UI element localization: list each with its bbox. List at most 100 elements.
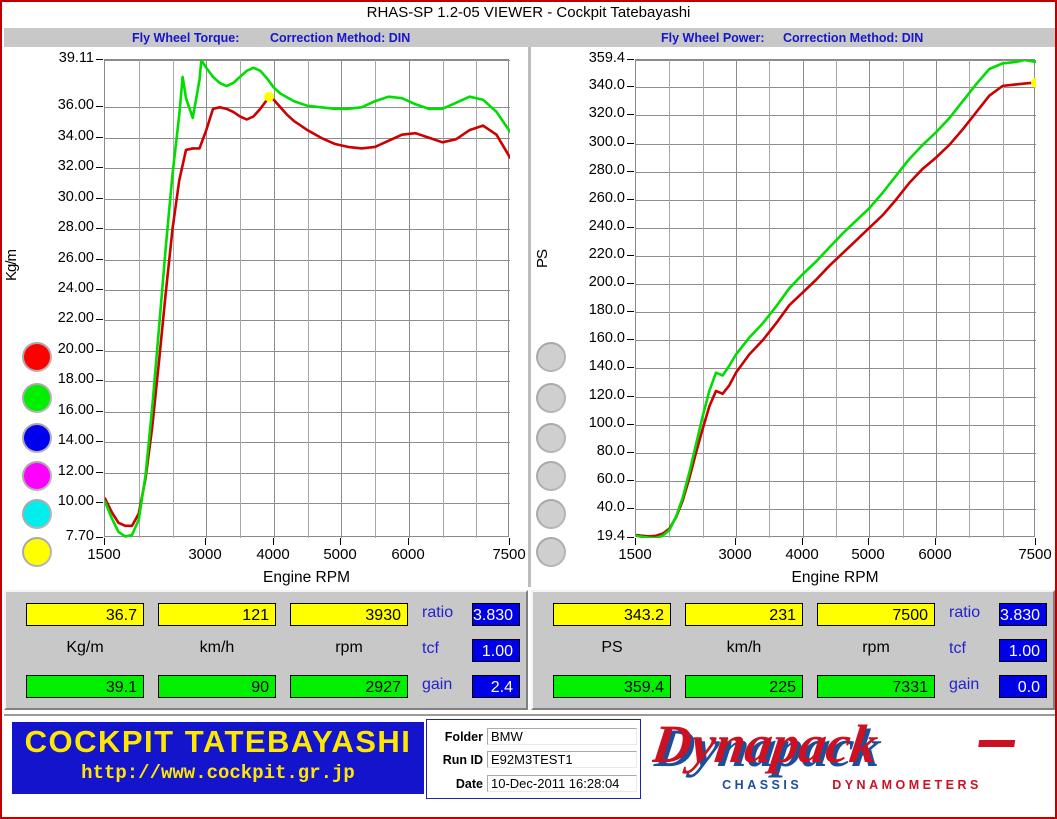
- lamp-magenta[interactable]: [22, 461, 52, 491]
- readout-value-yellow-2: 7500: [817, 603, 935, 626]
- y-axis-tick: [96, 537, 103, 538]
- y-axis-tick: [627, 86, 634, 87]
- torque-chart-panel[interactable]: 7.70 10.00 12.00 14.00 16.00 18.00 20.00 22.00 2…: [3, 47, 528, 587]
- y-axis-title: PS: [534, 250, 551, 269]
- grid-line-h: [105, 351, 510, 352]
- svg-text:Dynapack: Dynapack: [652, 720, 882, 774]
- y-axis-tick: [627, 367, 634, 368]
- y-axis-tick: [627, 339, 634, 340]
- field-value-run-id[interactable]: E92M3TEST1: [487, 751, 637, 768]
- x-axis-tick-label: 7500: [1018, 546, 1052, 563]
- x-axis-tick: [735, 538, 736, 545]
- x-axis-tick-label: 6000: [391, 546, 425, 563]
- param-value-gain: 0.0: [999, 675, 1047, 698]
- y-axis-title: Kg/m: [3, 250, 20, 282]
- lamp-off-2-core: [538, 385, 564, 411]
- param-label-tcf: tcf: [949, 640, 966, 657]
- power-chart-panel[interactable]: 19.4 40.0 60.0 80.0 100.0 120.0 140.0 160.0 180.…: [531, 47, 1055, 587]
- grid-line-h: [105, 168, 510, 169]
- y-axis-tick: [627, 452, 634, 453]
- x-axis-tick: [205, 538, 206, 545]
- y-axis-tick: [96, 502, 103, 503]
- plot-area[interactable]: [635, 59, 1036, 538]
- lamp-cyan[interactable]: [22, 499, 52, 529]
- grid-line-h: [105, 381, 510, 382]
- y-axis-tick: [627, 114, 634, 115]
- field-value-date[interactable]: 10-Dec-2011 16:28:04: [487, 775, 637, 792]
- param-value-gain: 2.4: [472, 675, 520, 698]
- plot-area[interactable]: [104, 59, 510, 538]
- grid-line-h: [105, 138, 510, 139]
- left-channel-label: Fly Wheel Torque:: [132, 31, 240, 45]
- lamp-off-3[interactable]: [536, 423, 566, 453]
- grid-line-v-minor: [443, 60, 444, 538]
- lamp-yellow[interactable]: [22, 537, 52, 567]
- y-axis-tick-label: 32.00: [57, 158, 94, 174]
- lamp-off-4[interactable]: [536, 461, 566, 491]
- cursor-marker[interactable]: [264, 91, 274, 102]
- readout-value-green-1: 225: [685, 675, 803, 698]
- y-axis-tick: [96, 228, 103, 229]
- readout-value-yellow-1: 231: [685, 603, 803, 626]
- readout-value-yellow-0: 343.2: [553, 603, 671, 626]
- lamp-off-4-core: [538, 463, 564, 489]
- y-axis-tick-label: 240.0: [588, 218, 625, 234]
- y-axis-tick: [627, 311, 634, 312]
- x-axis-tick-label: 4000: [785, 546, 819, 563]
- y-axis-tick: [627, 508, 634, 509]
- y-axis-tick: [96, 106, 103, 107]
- lamp-off-6[interactable]: [536, 537, 566, 567]
- y-axis-tick: [96, 167, 103, 168]
- param-value-ratio: 3.830: [472, 603, 520, 626]
- y-axis-tick: [96, 411, 103, 412]
- x-axis-tick: [1035, 538, 1036, 545]
- cursor-marker[interactable]: [1031, 77, 1036, 88]
- y-axis-tick-label: 7.70: [65, 528, 94, 544]
- y-axis-tick: [627, 59, 634, 60]
- y-axis-tick: [96, 289, 103, 290]
- x-axis-tick: [868, 538, 869, 545]
- x-axis-tick-label: 5000: [323, 546, 357, 563]
- x-axis-tick: [340, 538, 341, 545]
- grid-line-v-minor: [476, 60, 477, 538]
- y-axis-tick-label: 320.0: [588, 105, 625, 121]
- y-axis-tick: [96, 350, 103, 351]
- grid-line-v: [736, 60, 737, 538]
- y-axis-tick: [627, 171, 634, 172]
- lamp-blue-core: [24, 425, 50, 451]
- y-axis-tick-label: 160.0: [588, 330, 625, 346]
- grid-line-h: [105, 412, 510, 413]
- lamp-red[interactable]: [22, 342, 52, 372]
- y-axis-tick-label: 34.00: [57, 128, 94, 144]
- y-axis-tick-label: 14.00: [57, 432, 94, 448]
- y-axis-tick-label: 28.00: [57, 219, 94, 235]
- field-value-folder[interactable]: BMW: [487, 728, 637, 745]
- x-axis-tick: [935, 538, 936, 545]
- field-label-date: Date: [455, 777, 483, 791]
- x-axis-tick: [408, 538, 409, 545]
- param-label-gain: gain: [422, 676, 453, 693]
- shop-url[interactable]: http://www.cockpit.gr.jp: [81, 762, 355, 784]
- lamp-off-1[interactable]: [536, 342, 566, 372]
- param-label-ratio: ratio: [949, 604, 981, 621]
- y-axis-tick: [96, 472, 103, 473]
- lamp-green[interactable]: [22, 383, 52, 413]
- x-axis-tick-label: 3000: [188, 546, 222, 563]
- y-axis-tick: [627, 396, 634, 397]
- lamp-off-5[interactable]: [536, 499, 566, 529]
- right-chart-header: Fly Wheel Power: Correction Method: DIN: [528, 28, 1055, 47]
- lamp-off-2[interactable]: [536, 383, 566, 413]
- lamp-blue[interactable]: [22, 423, 52, 453]
- grid-line-v-minor: [1003, 60, 1004, 538]
- y-axis-tick-label: 36.00: [57, 97, 94, 113]
- y-axis-tick: [96, 198, 103, 199]
- x-axis-tick-label: 4000: [256, 546, 290, 563]
- grid-line-v-minor: [375, 60, 376, 538]
- lamp-off-1-core: [538, 344, 564, 370]
- param-value-ratio: 3.830: [999, 603, 1047, 626]
- y-axis-tick-label: 200.0: [588, 274, 625, 290]
- window-title: RHAS-SP 1.2-05 VIEWER - Cockpit Tatebaya…: [366, 4, 691, 21]
- y-axis-tick-label: 100.0: [588, 415, 625, 431]
- grid-line-v-minor: [240, 60, 241, 538]
- y-axis-tick: [627, 227, 634, 228]
